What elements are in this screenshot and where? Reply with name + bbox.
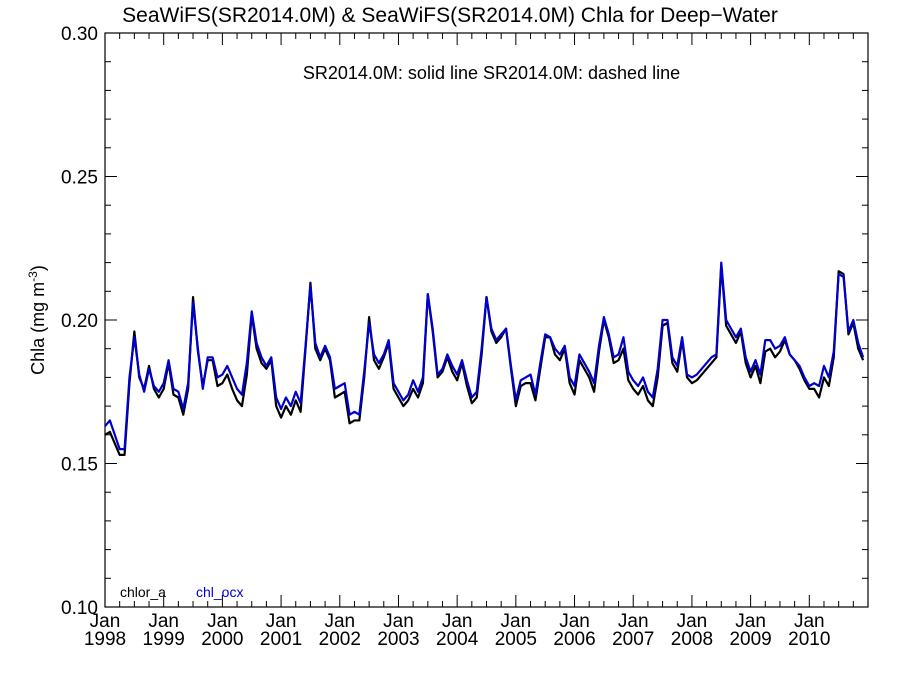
x-tick-year-label: 1998 [84, 629, 126, 650]
x-tick-month-label: Jan [90, 611, 121, 632]
x-tick-year-label: 2001 [260, 629, 302, 650]
x-tick-month-label: Jan [735, 611, 766, 632]
series-line-chlor-a [104, 264, 865, 456]
chart-title: SeaWiFS(SR2014.0M) & SeaWiFS(SR2014.0M) … [122, 4, 778, 27]
x-tick-month-label: Jan [501, 611, 532, 632]
x-tick-month-label: Jan [266, 611, 297, 632]
x-tick-year-label: 2008 [671, 629, 713, 650]
y-tick-label: 0.30 [61, 24, 98, 45]
x-tick-year-label: 2003 [377, 629, 419, 650]
x-tick-year-label: 2007 [612, 629, 654, 650]
y-axis-label-superscript: -3 [26, 271, 40, 282]
x-tick-month-label: Jan [559, 611, 590, 632]
x-tick-month-label: Jan [324, 611, 355, 632]
y-axis-label-close: ) [28, 265, 48, 271]
series-line-chl-ocx [104, 261, 865, 451]
y-axis-label: Chla (mg m-3) [26, 265, 48, 375]
x-tick-month-label: Jan [442, 611, 473, 632]
x-tick-month-label: Jan [618, 611, 649, 632]
x-tick-month-label: Jan [794, 611, 825, 632]
x-tick-month-label: Jan [677, 611, 708, 632]
x-tick-month-label: Jan [383, 611, 414, 632]
x-tick-year-label: 2002 [319, 629, 361, 650]
x-tick-year-label: 2010 [788, 629, 830, 650]
y-tick-label: 0.15 [61, 455, 98, 476]
x-tick-year-label: 2005 [495, 629, 537, 650]
chart-subtitle: SR2014.0M: solid line SR2014.0M: dashed … [303, 63, 680, 83]
y-tick-label: 0.20 [61, 311, 98, 332]
x-tick-month-label: Jan [148, 611, 179, 632]
x-tick-year-label: 2000 [201, 629, 243, 650]
x-tick-year-label: 2006 [553, 629, 595, 650]
plot-frame [104, 32, 869, 608]
x-tick-year-label: 2009 [729, 629, 771, 650]
x-tick-month-label: Jan [207, 611, 238, 632]
legend-label-chl-ocx: chl_ocx [196, 584, 243, 600]
y-axis-label-text: Chla (mg m [28, 282, 48, 375]
x-tick-year-label: 1999 [143, 629, 185, 650]
x-tick-year-label: 2004 [436, 629, 479, 650]
legend-label-chlor-a: chlor_a [120, 584, 166, 600]
y-tick-label: 0.25 [61, 168, 98, 189]
y-tick-label: 0.10 [61, 598, 98, 619]
